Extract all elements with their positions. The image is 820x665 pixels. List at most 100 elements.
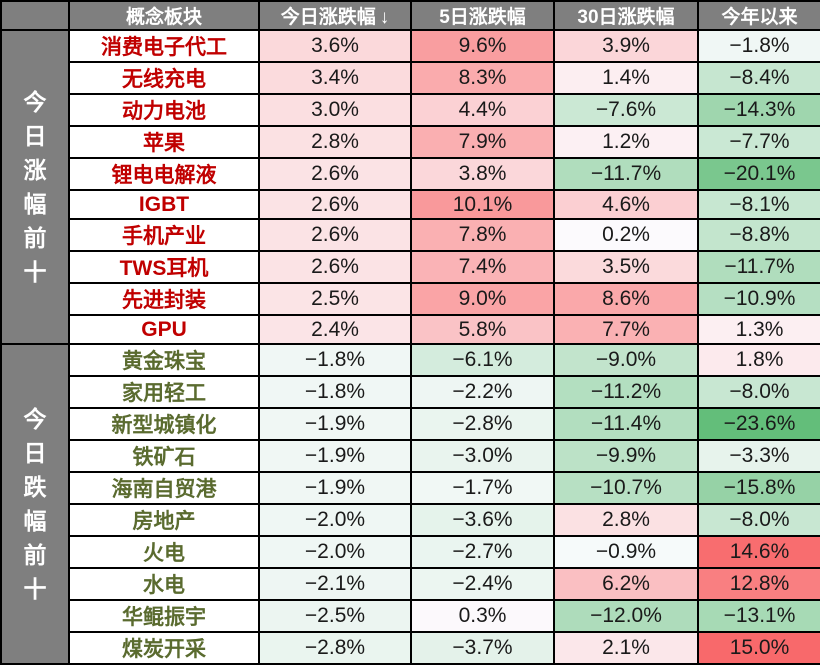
30day-change-value-cell: −9.0%	[553, 343, 699, 377]
row-group-label: 今日涨幅前十	[23, 88, 47, 285]
table-row: 煤炭开采 −2.8% −3.7% 2.1% 15.0%	[1, 631, 820, 665]
today-change-value-cell: −2.0%	[258, 535, 412, 569]
today-change-value-cell: −1.9%	[258, 439, 412, 473]
30day-change-value-cell: −7.6%	[553, 93, 699, 127]
today-change-value-cell: 2.5%	[258, 282, 412, 316]
col-header-concept[interactable]: 概念板块	[68, 0, 260, 31]
concept-name-cell: 动力电池	[68, 93, 260, 127]
col-header-label: 今年以来	[721, 7, 798, 28]
table-row: 今日涨幅前十 消费电子代工 3.6% 9.6% 3.9% −1.8%	[0, 29, 820, 345]
concept-name-cell: 水电	[68, 567, 260, 601]
table-row: 先进封装 2.5% 9.0% 8.6% −10.9%	[1, 282, 820, 316]
col-header-5day-change[interactable]: 5日涨跌幅	[410, 0, 555, 31]
30day-change-value-cell: 7.7%	[553, 314, 699, 345]
table-row: GPU 2.4% 5.8% 7.7% 1.3%	[1, 314, 820, 345]
concept-name-cell: IGBT	[68, 189, 260, 220]
5day-change-value-cell: 9.0%	[410, 282, 555, 316]
today-change-value-cell: 2.4%	[258, 314, 412, 345]
today-change-value-cell: 3.6%	[258, 29, 412, 63]
ytd-change-value-cell: −1.8%	[697, 29, 820, 63]
today-change-value-cell: −1.8%	[258, 343, 412, 377]
col-header-label: 5日涨跌幅	[439, 7, 526, 28]
concept-name-cell: 煤炭开采	[68, 631, 260, 665]
today-change-value-cell: −1.9%	[258, 407, 412, 441]
5day-change-value-cell: −3.0%	[410, 439, 555, 473]
table-row: 海南自贸港 −1.9% −1.7% −10.7% −15.8%	[1, 471, 820, 505]
5day-change-value-cell: 4.4%	[410, 93, 555, 127]
30day-change-value-cell: −11.2%	[553, 375, 699, 409]
concept-name-cell: 黄金珠宝	[68, 343, 260, 377]
table-row: 苹果 2.8% 7.9% 1.2% −7.7%	[1, 125, 820, 159]
today-change-value-cell: 2.6%	[258, 250, 412, 284]
table-row: 动力电池 3.0% 4.4% −7.6% −14.3%	[1, 93, 820, 127]
concept-name-cell: 无线充电	[68, 61, 260, 95]
col-header-label: 30日涨跌幅	[577, 7, 675, 28]
30day-change-value-cell: 3.5%	[553, 250, 699, 284]
30day-change-value-cell: 1.4%	[553, 61, 699, 95]
col-header-30day-change[interactable]: 30日涨跌幅	[553, 0, 699, 31]
30day-change-value-cell: 8.6%	[553, 282, 699, 316]
ytd-change-value-cell: −8.0%	[697, 503, 820, 537]
5day-change-value-cell: −3.6%	[410, 503, 555, 537]
table-row: 今日跌幅前十 黄金珠宝 −1.8% −6.1% −9.0% 1.8%	[0, 343, 820, 665]
5day-change-value-cell: 0.3%	[410, 599, 555, 633]
table-header: 概念板块 今日涨跌幅 ↓ 5日涨跌幅 30日涨跌幅 今年以来	[0, 0, 820, 31]
ytd-change-value-cell: −15.8%	[697, 471, 820, 505]
today-change-value-cell: 2.6%	[258, 189, 412, 220]
today-change-value-cell: −2.8%	[258, 631, 412, 665]
5day-change-value-cell: −2.2%	[410, 375, 555, 409]
30day-change-value-cell: 6.2%	[553, 567, 699, 601]
30day-change-value-cell: −11.4%	[553, 407, 699, 441]
30day-change-value-cell: −10.7%	[553, 471, 699, 505]
table-row: 房地产 −2.0% −3.6% 2.8% −8.0%	[1, 503, 820, 537]
ytd-change-value-cell: −7.7%	[697, 125, 820, 159]
5day-change-value-cell: 7.4%	[410, 250, 555, 284]
30day-change-value-cell: −11.7%	[553, 157, 699, 191]
30day-change-value-cell: 3.9%	[553, 29, 699, 63]
30day-change-value-cell: −0.9%	[553, 535, 699, 569]
ytd-change-value-cell: 12.8%	[697, 567, 820, 601]
concept-name-cell: 海南自贸港	[68, 471, 260, 505]
today-change-value-cell: 3.0%	[258, 93, 412, 127]
ytd-change-value-cell: 1.3%	[697, 314, 820, 345]
col-header-ytd-change[interactable]: 今年以来	[697, 0, 820, 31]
table-row: 锂电电解液 2.6% 3.8% −11.7% −20.1%	[1, 157, 820, 191]
ytd-change-value-cell: −14.3%	[697, 93, 820, 127]
ytd-change-value-cell: −8.1%	[697, 189, 820, 220]
today-change-value-cell: −2.0%	[258, 503, 412, 537]
5day-change-value-cell: 3.8%	[410, 157, 555, 191]
30day-change-value-cell: −9.9%	[553, 439, 699, 473]
row-group-label: 今日跌幅前十	[23, 405, 47, 602]
ytd-change-value-cell: −23.6%	[697, 407, 820, 441]
30day-change-value-cell: −12.0%	[553, 599, 699, 633]
concept-name-cell: 家用轻工	[68, 375, 260, 409]
5day-change-value-cell: 7.8%	[410, 218, 555, 252]
ytd-change-value-cell: 15.0%	[697, 631, 820, 665]
5day-change-value-cell: −3.7%	[410, 631, 555, 665]
ytd-change-value-cell: −10.9%	[697, 282, 820, 316]
concept-name-cell: 苹果	[68, 125, 260, 159]
5day-change-value-cell: −2.7%	[410, 535, 555, 569]
today-change-value-cell: −1.8%	[258, 375, 412, 409]
sort-descending-icon: ↓	[379, 7, 390, 28]
ytd-change-value-cell: −8.8%	[697, 218, 820, 252]
5day-change-value-cell: −1.7%	[410, 471, 555, 505]
table-row: 新型城镇化 −1.9% −2.8% −11.4% −23.6%	[1, 407, 820, 441]
header-row: 概念板块 今日涨跌幅 ↓ 5日涨跌幅 30日涨跌幅 今年以来	[0, 0, 820, 31]
concept-name-cell: 华鲲振宇	[68, 599, 260, 633]
table-row: 无线充电 3.4% 8.3% 1.4% −8.4%	[1, 61, 820, 95]
table-row: IGBT 2.6% 10.1% 4.6% −8.1%	[1, 189, 820, 220]
row-group-losers: 今日跌幅前十	[0, 343, 70, 665]
today-change-value-cell: −1.9%	[258, 471, 412, 505]
5day-change-value-cell: 8.3%	[410, 61, 555, 95]
col-header-label: 概念板块	[125, 7, 202, 28]
col-header-label: 今日涨跌幅	[280, 7, 376, 28]
concept-name-cell: 手机产业	[68, 218, 260, 252]
ytd-change-value-cell: −11.7%	[697, 250, 820, 284]
col-header-today-change[interactable]: 今日涨跌幅 ↓	[258, 0, 412, 31]
today-change-value-cell: −2.5%	[258, 599, 412, 633]
concept-name-cell: 铁矿石	[68, 439, 260, 473]
ytd-change-value-cell: −13.1%	[697, 599, 820, 633]
5day-change-value-cell: −2.8%	[410, 407, 555, 441]
